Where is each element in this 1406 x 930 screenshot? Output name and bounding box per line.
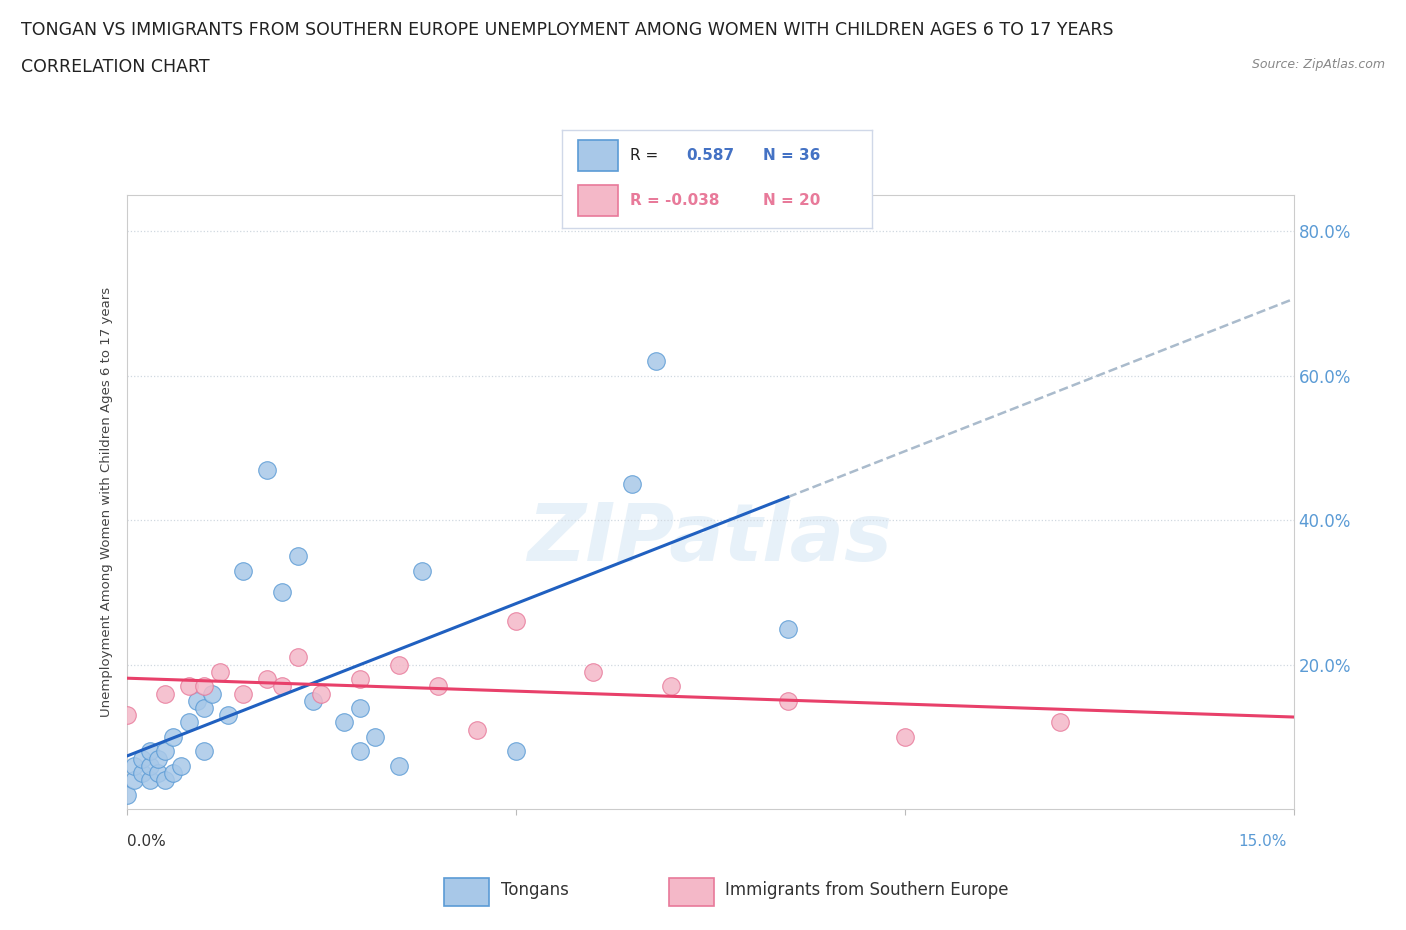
Point — [217, 708, 239, 723]
Point — [256, 462, 278, 477]
Point — [193, 679, 215, 694]
Point — [1049, 715, 1071, 730]
Point — [333, 715, 356, 730]
Point — [177, 715, 200, 730]
Text: Tongans: Tongans — [501, 882, 568, 899]
Point — [115, 708, 138, 723]
Bar — [578, 185, 619, 216]
Point — [155, 773, 177, 788]
Point — [271, 679, 294, 694]
Point — [162, 729, 184, 744]
Point — [186, 694, 208, 709]
Point — [124, 758, 146, 773]
Text: 15.0%: 15.0% — [1239, 834, 1286, 849]
Point — [146, 765, 169, 780]
Point — [131, 751, 153, 766]
Point — [139, 758, 162, 773]
Point — [146, 751, 169, 766]
Point — [349, 700, 371, 715]
Point — [659, 679, 682, 694]
Point — [193, 744, 215, 759]
Point — [256, 671, 278, 686]
Point — [465, 723, 488, 737]
Point — [505, 614, 527, 629]
Point — [505, 744, 527, 759]
Point — [621, 477, 644, 492]
Point — [208, 664, 231, 679]
Point — [232, 686, 254, 701]
Bar — [669, 878, 714, 906]
Point — [776, 694, 799, 709]
Point — [115, 787, 138, 802]
Point — [644, 354, 666, 369]
Point — [349, 744, 371, 759]
Point — [124, 773, 146, 788]
Point — [271, 585, 294, 600]
Point — [170, 758, 193, 773]
Point — [388, 758, 411, 773]
Point — [155, 686, 177, 701]
Point — [155, 744, 177, 759]
Y-axis label: Unemployment Among Women with Children Ages 6 to 17 years: Unemployment Among Women with Children A… — [100, 287, 114, 717]
Text: 0.587: 0.587 — [686, 148, 734, 163]
Point — [131, 765, 153, 780]
Text: Source: ZipAtlas.com: Source: ZipAtlas.com — [1251, 58, 1385, 71]
Text: CORRELATION CHART: CORRELATION CHART — [21, 58, 209, 75]
Point — [349, 671, 371, 686]
Point — [232, 564, 254, 578]
Text: Immigrants from Southern Europe: Immigrants from Southern Europe — [725, 882, 1010, 899]
Bar — [578, 140, 619, 171]
Text: N = 20: N = 20 — [763, 193, 821, 208]
Text: 0.0%: 0.0% — [127, 834, 166, 849]
Point — [776, 621, 799, 636]
Point — [193, 700, 215, 715]
Text: TONGAN VS IMMIGRANTS FROM SOUTHERN EUROPE UNEMPLOYMENT AMONG WOMEN WITH CHILDREN: TONGAN VS IMMIGRANTS FROM SOUTHERN EUROP… — [21, 21, 1114, 39]
Point — [426, 679, 449, 694]
Point — [139, 773, 162, 788]
Point — [201, 686, 224, 701]
Text: R = -0.038: R = -0.038 — [630, 193, 720, 208]
Point — [287, 549, 309, 564]
Point — [582, 664, 605, 679]
Text: R =: R = — [630, 148, 658, 163]
Bar — [444, 878, 489, 906]
Point — [364, 729, 387, 744]
Point — [139, 744, 162, 759]
Point — [287, 650, 309, 665]
Point — [302, 694, 325, 709]
Point — [162, 765, 184, 780]
Point — [388, 658, 411, 672]
Point — [309, 686, 332, 701]
Point — [893, 729, 915, 744]
Point — [177, 679, 200, 694]
Text: ZIPatlas: ZIPatlas — [527, 500, 893, 578]
Point — [411, 564, 433, 578]
Text: N = 36: N = 36 — [763, 148, 821, 163]
